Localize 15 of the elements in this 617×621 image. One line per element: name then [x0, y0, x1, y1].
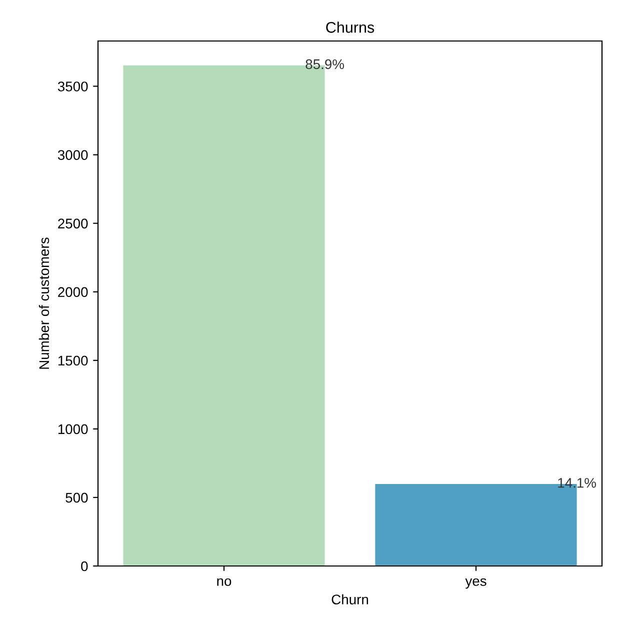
x-axis-title: Churn: [332, 594, 368, 604]
y-tick-label: 2500: [58, 218, 88, 228]
chart-title: Churns: [326, 22, 374, 33]
annotation: 14.1%: [558, 478, 596, 488]
x-tick-label: yes: [465, 578, 486, 589]
y-axis-title: Number of customers: [38, 238, 50, 369]
x-tick-label: no: [217, 578, 232, 586]
y-tick-label: 0: [81, 561, 88, 572]
annotation: 85.9%: [306, 59, 344, 70]
y-tick-label: 3500: [58, 82, 88, 92]
y-tick-label: 3000: [58, 150, 88, 160]
y-tick-label: 500: [66, 492, 88, 503]
y-tick-label: 1500: [58, 356, 88, 366]
y-tick-label: 1000: [58, 424, 88, 434]
y-tick-label: 2000: [58, 287, 88, 298]
